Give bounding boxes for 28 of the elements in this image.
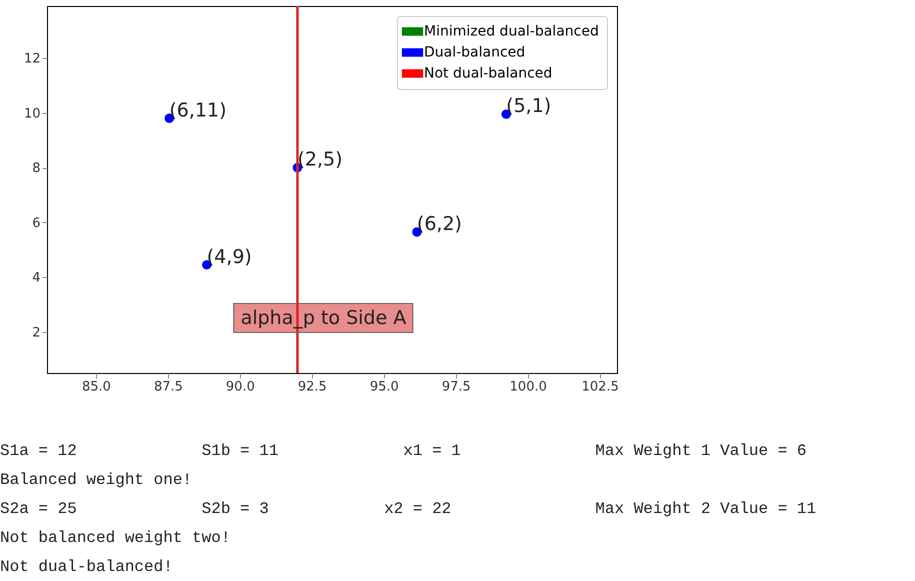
x-tick-label: 100.0 bbox=[510, 380, 547, 394]
annotation: (6,11) bbox=[169, 99, 226, 122]
y-tick-label: 8 bbox=[32, 161, 40, 176]
ref-line-label: alpha_p to Side A bbox=[234, 302, 414, 333]
text: S2a = 25 S2b = 3 x2 = 22 Max Weight 2 Value = 11 bbox=[0, 500, 816, 518]
legend-label: Not dual-balanced bbox=[424, 66, 552, 82]
annotation: (2,5) bbox=[297, 148, 342, 171]
text: Balanced weight one! bbox=[0, 471, 192, 489]
text: Not balanced weight two! bbox=[0, 529, 230, 547]
x-tick-label: 85.0 bbox=[82, 380, 111, 394]
y-tick-label: 2 bbox=[32, 325, 40, 340]
x-tick-label: 90.0 bbox=[226, 380, 255, 394]
x-tick-label: 87.5 bbox=[154, 380, 183, 394]
y-tick-label: 10 bbox=[24, 106, 40, 122]
legend-label: Minimized dual-balanced bbox=[424, 24, 599, 40]
text: Not dual-balanced! bbox=[0, 558, 173, 576]
legend-label: Dual-balanced bbox=[424, 44, 526, 60]
x-tick-label: 102.5 bbox=[582, 380, 619, 394]
y-tick-label: 4 bbox=[32, 270, 40, 286]
annotation: (4,9) bbox=[206, 246, 252, 268]
annotation: (6,2) bbox=[416, 212, 462, 235]
annotation: (5,1) bbox=[506, 95, 552, 118]
x-tick-label: 97.5 bbox=[442, 380, 471, 394]
text: S1a = 12 S1b = 11 x1 = 1 Max Weight 1 Value = 6 bbox=[0, 442, 807, 460]
x-tick-label: 92.5 bbox=[298, 380, 327, 394]
y-tick-label: 12 bbox=[24, 52, 40, 67]
x-tick-label: 95.0 bbox=[370, 380, 399, 394]
y-tick-label: 6 bbox=[32, 216, 40, 231]
